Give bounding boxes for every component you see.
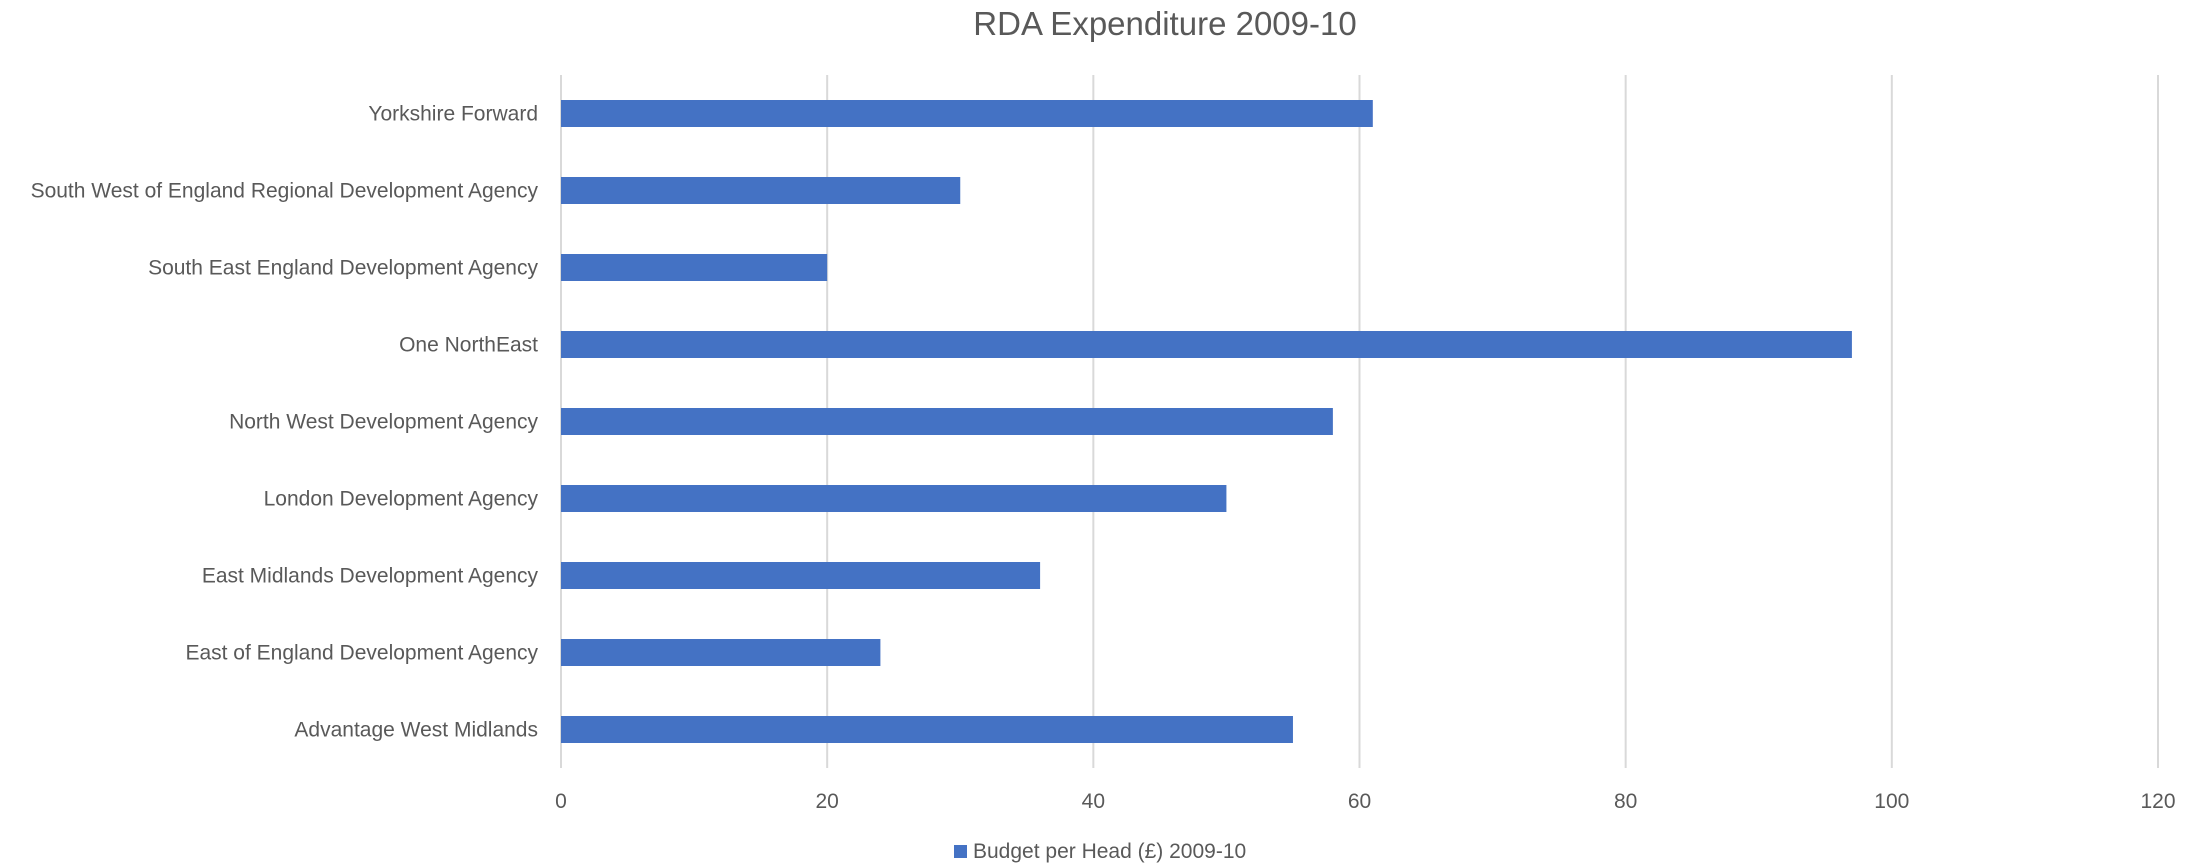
bar-1[interactable] [561,639,881,666]
bar-6[interactable] [561,254,828,281]
category-label-5: One NorthEast [399,334,538,357]
bar-3[interactable] [561,485,1227,512]
category-label-2: East Midlands Development Agency [202,565,539,588]
bars [561,100,1852,743]
bar-5[interactable] [561,331,1852,358]
bar-4[interactable] [561,408,1333,435]
category-label-8: Yorkshire Forward [368,103,538,126]
legend-swatch [954,845,967,858]
category-label-6: South East England Development Agency [148,257,538,280]
x-tick-label-20: 20 [815,790,838,813]
category-label-1: East of England Development Agency [185,642,538,665]
bar-7[interactable] [561,177,961,204]
chart-title: RDA Expenditure 2009-10 [973,5,1356,42]
bar-0[interactable] [561,716,1293,743]
legend-label: Budget per Head (£) 2009-10 [973,840,1246,863]
x-tick-label-60: 60 [1348,790,1371,813]
category-label-7: South West of England Regional Developme… [31,180,539,203]
bar-8[interactable] [561,100,1373,127]
x-tick-label-120: 120 [2140,790,2175,813]
x-tick-labels: 0 20 40 60 80 100 120 [555,790,2175,813]
x-tick-label-100: 100 [1874,790,1909,813]
x-tick-label-80: 80 [1614,790,1637,813]
legend[interactable]: Budget per Head (£) 2009-10 [954,840,1246,863]
category-label-3: London Development Agency [264,488,539,511]
x-tick-label-40: 40 [1082,790,1105,813]
x-tick-label-0: 0 [555,790,567,813]
category-label-0: Advantage West Midlands [294,719,538,742]
bar-2[interactable] [561,562,1041,589]
category-label-4: North West Development Agency [229,411,538,434]
category-labels: Advantage West Midlands East of England D… [31,103,539,742]
